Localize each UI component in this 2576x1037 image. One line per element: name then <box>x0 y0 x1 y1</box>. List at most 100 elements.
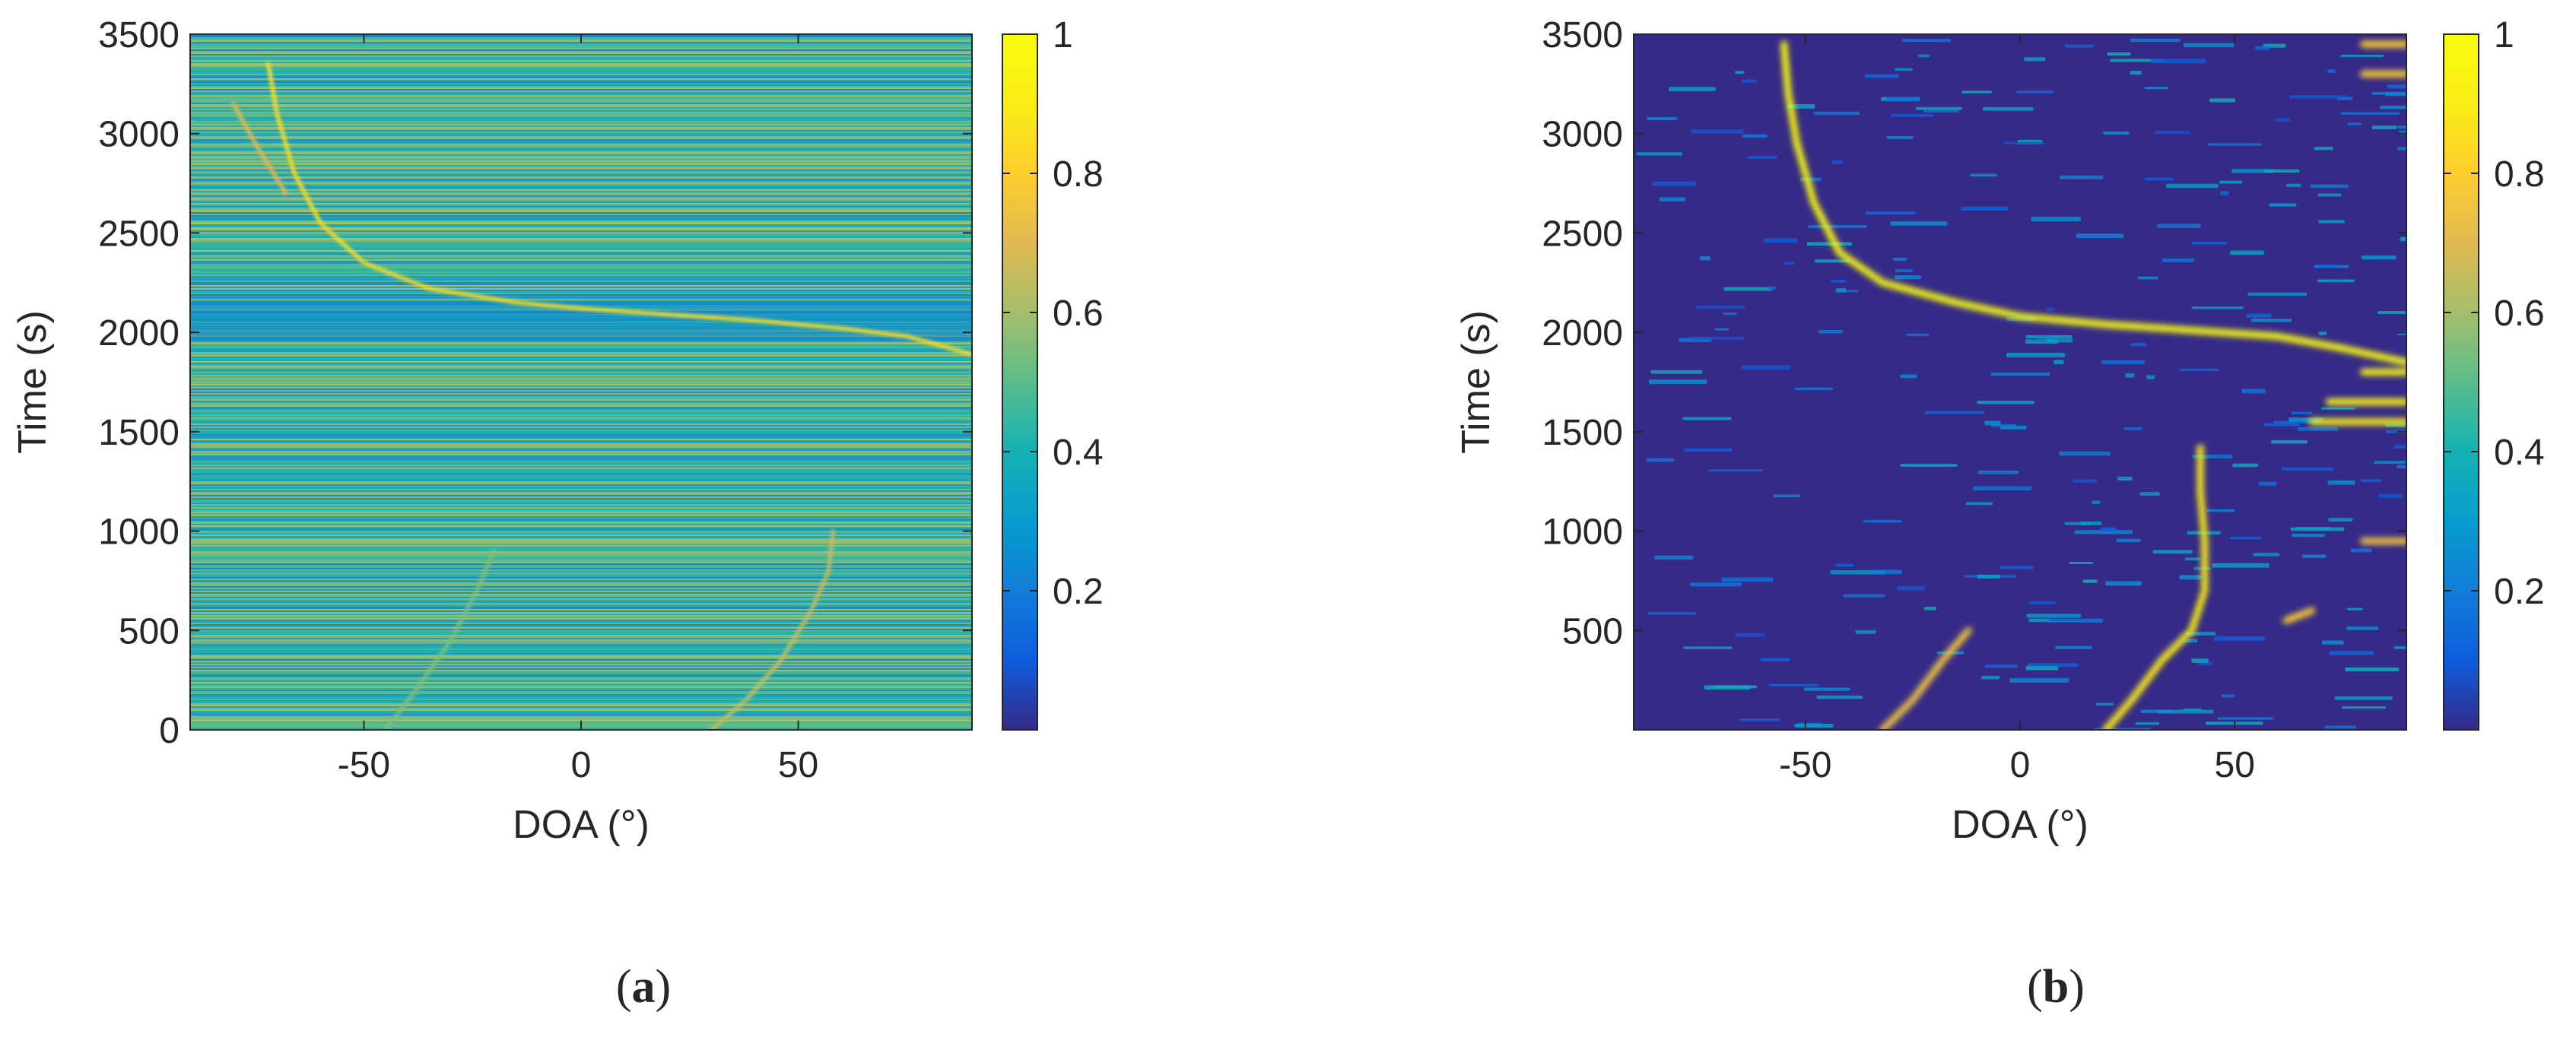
noise-streak <box>190 572 972 574</box>
noise-streak <box>190 542 972 544</box>
noise-streak <box>190 54 972 55</box>
noise-streak <box>190 557 972 559</box>
noise-streak <box>190 513 972 515</box>
colorbar-tick-label: 0.4 <box>2494 433 2545 473</box>
heatmap-area <box>190 34 972 730</box>
noise-streak <box>190 472 972 474</box>
noise-streak <box>190 157 972 159</box>
noise-streak <box>190 522 972 524</box>
noise-streak <box>190 336 972 338</box>
noise-streak <box>190 60 972 62</box>
noise-streak <box>190 579 972 580</box>
noise-streak <box>190 160 972 162</box>
noise-blob <box>2230 537 2262 540</box>
noise-blob <box>1741 365 1791 370</box>
y-tick-label: 3000 <box>98 115 179 155</box>
noise-streak <box>190 375 972 376</box>
noise-blob <box>2130 343 2147 347</box>
noise-streak <box>190 568 972 569</box>
noise-blob <box>2328 518 2353 522</box>
noise-streak <box>190 211 972 212</box>
noise-blob <box>2347 122 2362 125</box>
noise-blob <box>2318 220 2346 224</box>
noise-streak <box>190 627 972 629</box>
noise-streak <box>190 591 972 592</box>
y-tick-label: 3500 <box>1542 15 1623 55</box>
noise-streak <box>190 434 972 436</box>
y-tick-label: 1000 <box>1542 512 1623 553</box>
noise-streak <box>190 405 972 407</box>
x-tick-label: -50 <box>1779 745 1831 785</box>
noise-streak <box>190 617 972 618</box>
noise-blob <box>1923 607 1936 610</box>
noise-streak <box>190 230 972 232</box>
noise-streak <box>190 448 972 449</box>
noise-streak <box>190 510 972 512</box>
noise-blob <box>2321 640 2344 645</box>
noise-streak <box>190 715 972 717</box>
noise-streak <box>190 284 972 285</box>
noise-streak <box>190 373 972 375</box>
noise-streak <box>190 107 972 109</box>
noise-streak <box>190 442 972 443</box>
noise-streak <box>190 658 972 659</box>
noise-blob <box>1773 494 1801 498</box>
noise-blob <box>2334 696 2393 700</box>
noise-streak <box>190 319 972 321</box>
noise-streak <box>190 641 972 642</box>
noise-streak <box>190 563 972 565</box>
noise-blob <box>2397 125 2406 129</box>
noise-streak <box>190 369 972 370</box>
noise-streak <box>190 534 972 536</box>
noise-streak <box>190 677 972 679</box>
noise-streak <box>190 144 972 145</box>
noise-streak <box>190 106 972 107</box>
noise-blob <box>2380 105 2406 109</box>
noise-streak <box>190 361 972 363</box>
noise-blob <box>1647 117 1678 121</box>
noise-streak <box>190 316 972 317</box>
noise-streak <box>190 170 972 171</box>
noise-streak <box>190 583 972 585</box>
noise-blob <box>1865 211 1917 215</box>
noise-streak <box>190 420 972 422</box>
noise-streak <box>190 139 972 141</box>
noise-blob <box>2028 663 2079 668</box>
y-tick-label: 0 <box>159 711 179 751</box>
noise-blob <box>1892 258 1907 261</box>
noise-streak <box>190 474 972 475</box>
noise-blob <box>2397 147 2406 151</box>
noise-streak <box>190 664 972 665</box>
noise-streak <box>190 642 972 644</box>
noise-streak <box>190 659 972 661</box>
noise-blob <box>1739 718 1780 721</box>
noise-streak <box>190 328 972 330</box>
noise-streak <box>190 638 972 639</box>
noise-streak <box>190 186 972 188</box>
noise-streak <box>190 431 972 433</box>
noise-streak <box>190 407 972 408</box>
heatmap-track-4 <box>383 549 497 730</box>
noise-streak <box>190 607 972 609</box>
y-tick-label: 1000 <box>98 512 179 553</box>
noise-streak <box>190 341 972 343</box>
noise-blob <box>2327 69 2336 74</box>
noise-blob <box>2270 439 2308 444</box>
noise-blob <box>1972 486 2032 490</box>
colorbar-tick-label: 0.6 <box>2494 293 2545 334</box>
noise-streak <box>190 702 972 703</box>
noise-streak <box>190 249 972 250</box>
noise-blob <box>2246 313 2273 318</box>
noise-streak <box>190 145 972 147</box>
y-axis-label: Time (s) <box>1454 310 1498 454</box>
noise-streak <box>190 609 972 610</box>
noise-streak <box>190 436 972 437</box>
noise-streak <box>190 81 972 83</box>
noise-streak <box>190 246 972 247</box>
noise-streak <box>190 147 972 148</box>
noise-streak <box>190 244 972 246</box>
noise-streak <box>190 288 972 290</box>
noise-blob <box>2101 360 2145 365</box>
noise-streak <box>190 89 972 90</box>
noise-streak <box>190 668 972 670</box>
